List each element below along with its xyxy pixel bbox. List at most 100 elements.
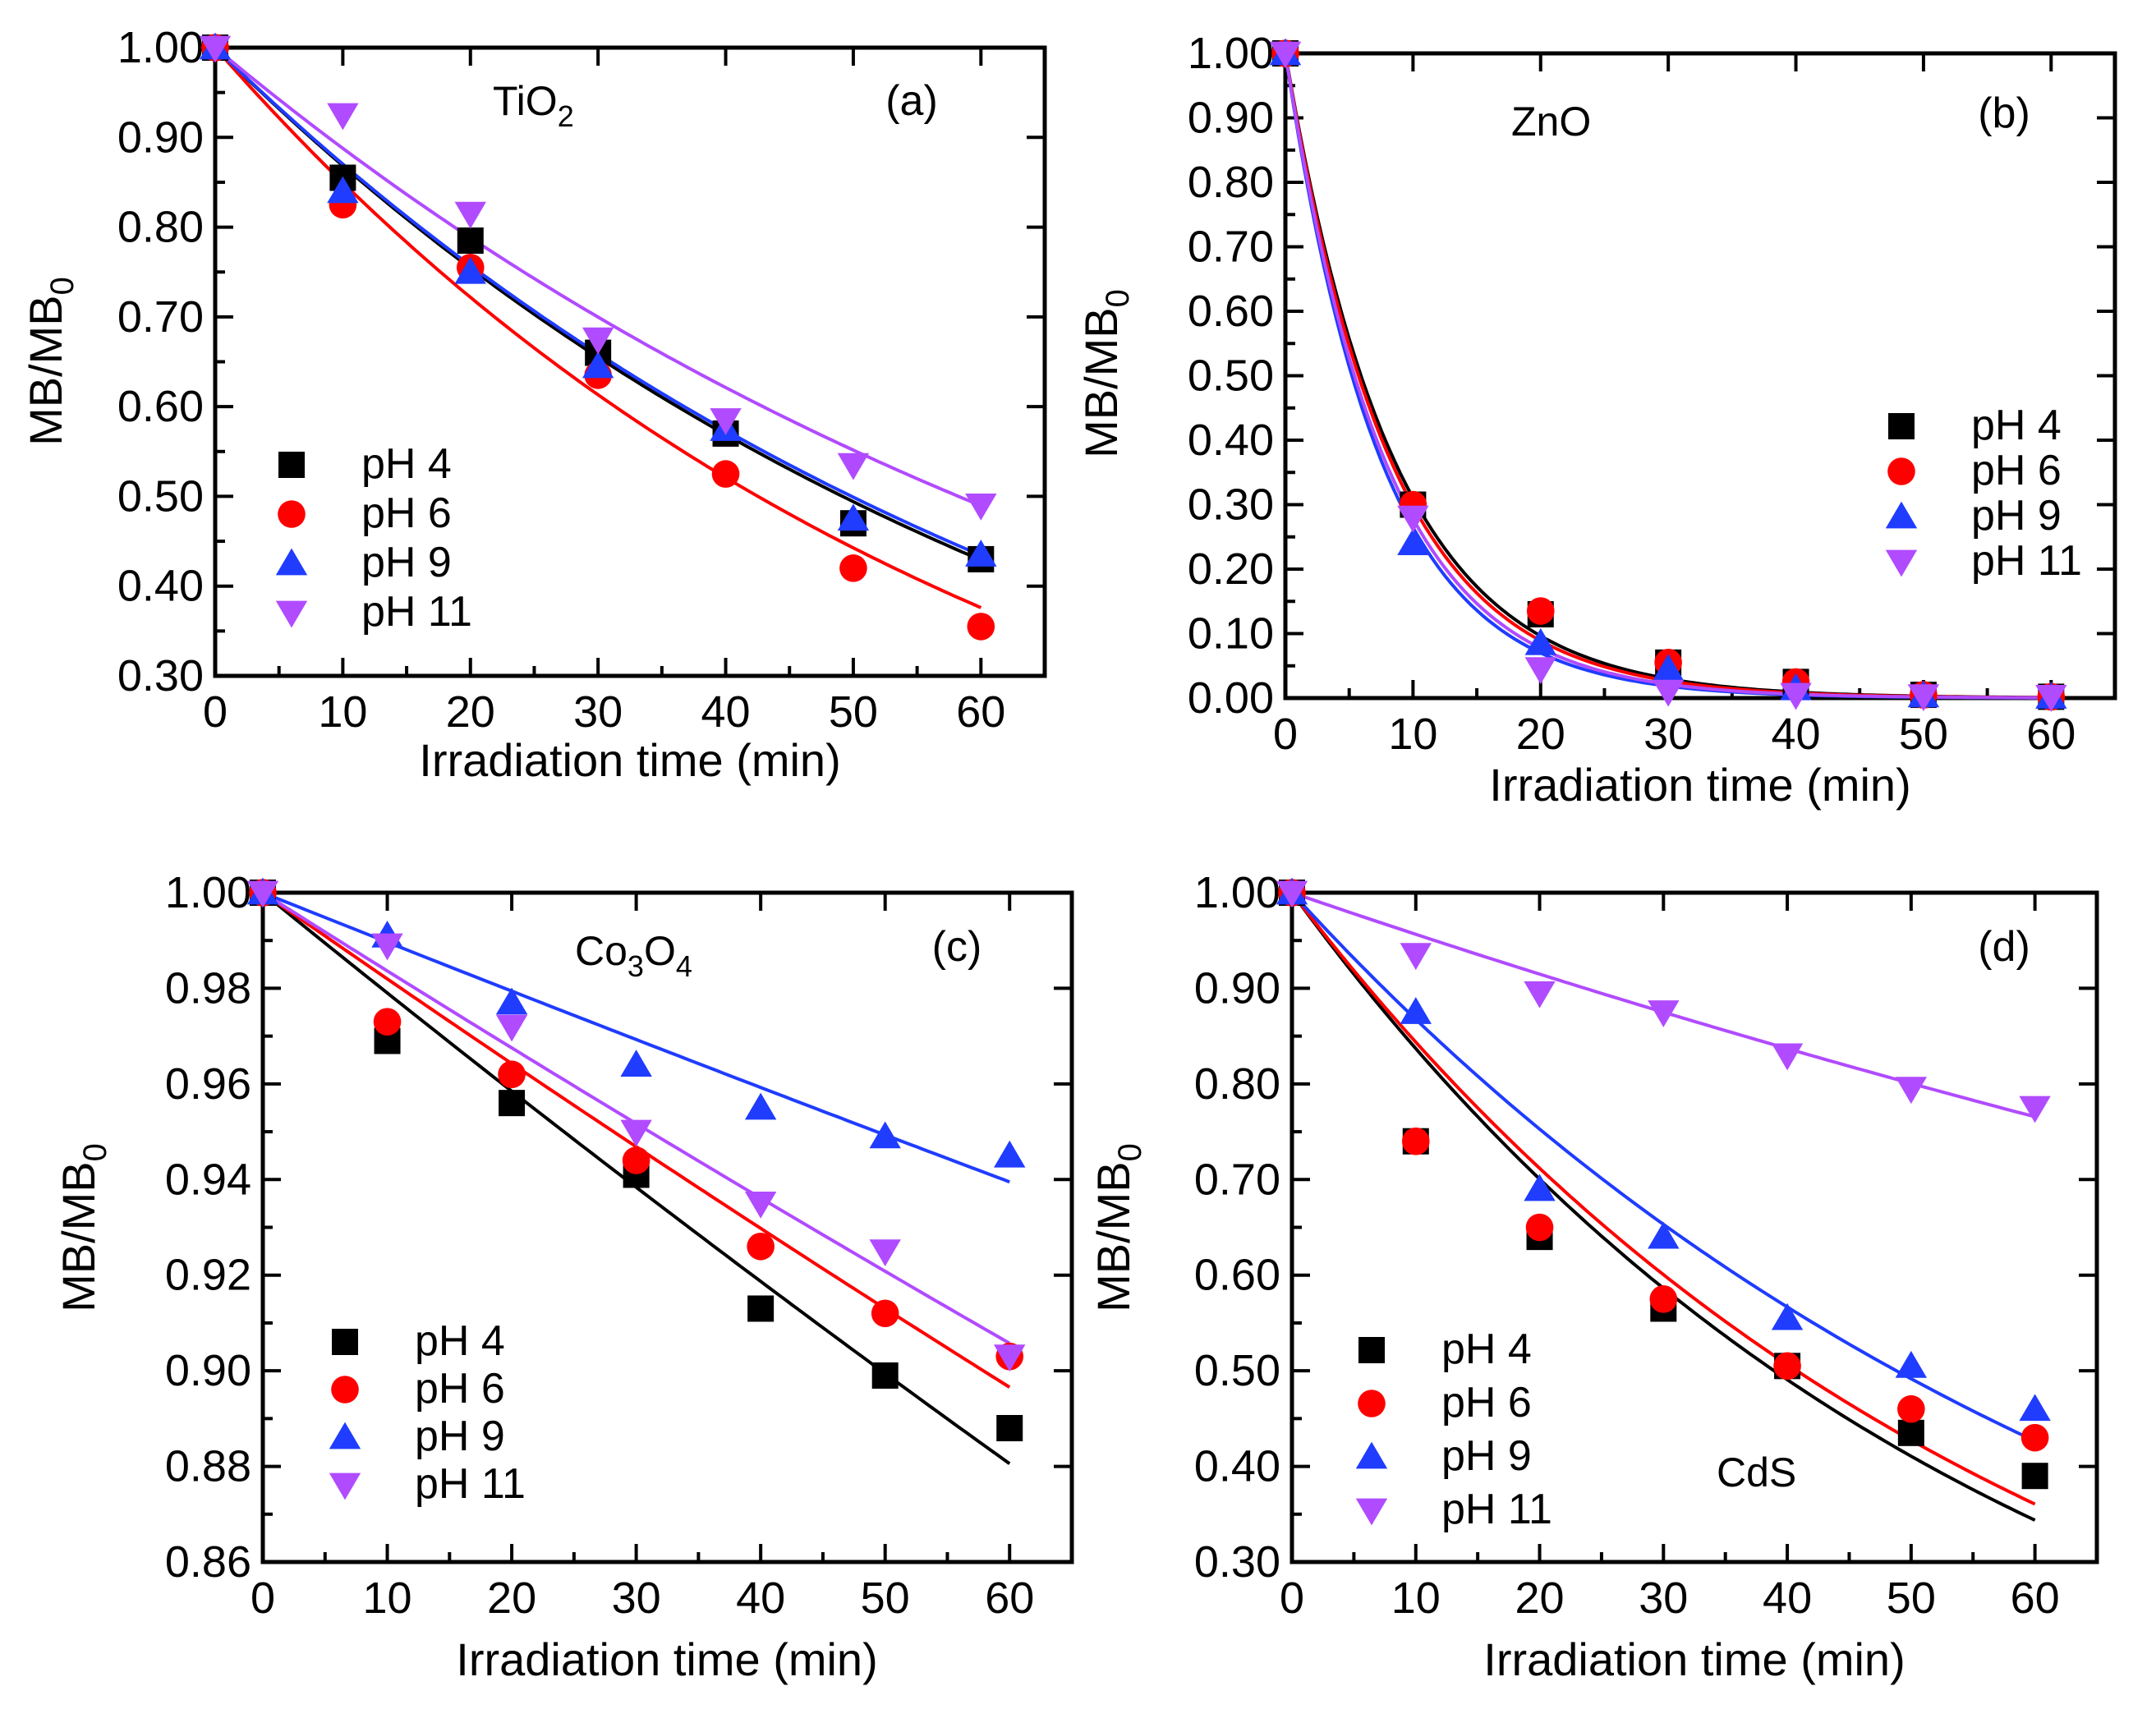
panel-label: (d)	[1978, 923, 2030, 971]
legend-marker	[278, 500, 306, 528]
y-tick-label: 0.50	[1188, 351, 1274, 401]
y-axis-label-sub: 0	[77, 1143, 113, 1161]
legend-marker	[275, 600, 308, 628]
y-tick-label: 0.40	[1188, 416, 1274, 465]
x-tick-label: 40	[701, 687, 750, 737]
title-subscript: 3	[627, 949, 644, 983]
legend-label: pH 4	[361, 440, 452, 488]
data-point-ph9	[1400, 997, 1432, 1024]
data-point-ph11	[1652, 679, 1685, 707]
x-tick-label: 30	[612, 1573, 661, 1623]
data-point-ph6	[1525, 1213, 1554, 1242]
x-tick-label: 10	[1388, 710, 1437, 759]
data-point-ph9	[1771, 1302, 1804, 1330]
data-point-ph11	[1400, 943, 1432, 971]
panel-material-title: CdS	[1717, 1449, 1796, 1495]
data-point-ph6	[1526, 597, 1555, 625]
data-point-ph11	[1269, 41, 1302, 69]
plot-frame	[1289, 890, 2099, 1564]
x-tick-label: 60	[985, 1573, 1034, 1623]
y-tick-label: 0.50	[117, 471, 204, 521]
data-point-ph11	[1524, 657, 1556, 685]
x-tick-label: 40	[1763, 1573, 1812, 1623]
x-tick-label: 20	[487, 1573, 536, 1623]
data-point-ph6	[622, 1146, 650, 1174]
x-tick-label: 50	[1899, 710, 1948, 759]
x-tick-label: 20	[1515, 1573, 1564, 1623]
panel-label: (c)	[932, 923, 982, 971]
y-axis-label: MB/MB0	[1087, 1143, 1148, 1312]
data-point-ph4	[499, 1090, 526, 1117]
data-point-ph9	[2019, 1394, 2051, 1422]
x-tick-label: 0	[203, 687, 228, 737]
chart-panel-3: 0 10 20 30 40 50 600.860.880.900.920.940.960.9…	[53, 868, 1074, 1685]
legend-marker	[1885, 501, 1918, 529]
y-axis-label: MB/MB0	[53, 1143, 113, 1312]
x-axis-label: Irradiation time (min)	[1483, 1633, 1905, 1685]
y-axis-label-main: MB/MB	[20, 295, 71, 446]
data-point-ph9	[837, 503, 870, 531]
y-tick-label: 0.40	[1194, 1442, 1280, 1491]
y-tick-label: 0.00	[1188, 673, 1274, 723]
x-tick-label: 0	[1280, 1573, 1304, 1623]
data-point-ph6	[871, 1299, 899, 1328]
data-point-ph11	[965, 493, 997, 521]
data-point-ph9	[1895, 1350, 1928, 1378]
data-point-ph6	[2020, 1423, 2049, 1452]
y-tick-label: 0.94	[165, 1155, 251, 1204]
legend-marker	[1885, 549, 1918, 577]
legend-label: pH 4	[1971, 402, 2062, 449]
fit-curve-ph11	[214, 46, 982, 508]
plot-frame	[1283, 51, 2117, 701]
data-point-ph4	[747, 1295, 775, 1322]
x-tick-label: 60	[2026, 710, 2076, 759]
y-axis-label-sub: 0	[1100, 289, 1136, 307]
legend-label: pH 9	[1971, 492, 2062, 540]
y-axis-label-main: MB/MB	[1087, 1161, 1139, 1312]
data-point-ph11	[620, 1119, 652, 1147]
data-point-ph4	[2021, 1463, 2048, 1490]
panel-material-title: ZnO	[1511, 99, 1591, 145]
x-axis-label: Irradiation time (min)	[456, 1633, 877, 1685]
y-tick-label: 0.30	[117, 651, 204, 701]
data-point-ph6	[1897, 1394, 1925, 1423]
fit-curve-ph9	[1290, 891, 2036, 1443]
data-point-ph11	[994, 1344, 1026, 1372]
y-tick-label: 0.98	[165, 963, 251, 1013]
legend-marker	[331, 1376, 359, 1403]
legend-marker	[329, 1472, 361, 1500]
y-tick-label: 0.50	[1194, 1346, 1280, 1395]
data-point-ph9	[327, 176, 359, 204]
legend-label: pH 6	[415, 1365, 505, 1413]
chart-panel-4: 0 10 20 30 40 50 60 0.30 0.40 0.50 0.60 0.70 0.80 0.9…	[1087, 868, 2099, 1685]
data-point-ph9	[1524, 627, 1556, 655]
data-point-ph4	[1897, 1419, 1924, 1446]
fit-curve-ph4	[1284, 53, 2052, 700]
data-point-ph11	[1771, 1043, 1804, 1071]
y-axis-label-main: MB/MB	[53, 1161, 104, 1312]
y-axis-label-sub: 0	[44, 277, 80, 295]
data-point-ph11	[2019, 1096, 2051, 1123]
x-tick-label: 20	[1516, 710, 1565, 759]
x-tick-label: 40	[736, 1573, 785, 1623]
data-point-ph9	[620, 1050, 652, 1077]
legend-marker	[1887, 457, 1915, 485]
data-point-ph9	[869, 1121, 901, 1149]
legend-marker	[1358, 1390, 1386, 1417]
x-axis-label: Irradiation time (min)	[419, 734, 840, 786]
fit-curve-ph11	[1284, 53, 2052, 700]
data-point-ph11	[1907, 684, 1940, 712]
data-point-ph9	[1524, 1174, 1556, 1201]
legend-label: pH 9	[1441, 1432, 1532, 1480]
fit-curve-ph4	[214, 46, 982, 562]
y-tick-label: 0.70	[117, 292, 204, 342]
x-tick-label: 10	[362, 1573, 411, 1623]
data-point-ph11	[1648, 1000, 1680, 1027]
data-point-ph11	[710, 408, 742, 435]
y-tick-label: 1.00	[117, 23, 204, 72]
y-tick-label: 0.30	[1188, 480, 1274, 530]
chart-panel-2: 0 10 20 30 40 50 60 0.00 0.10 0.20 0.30 0.40 0.50 0.6…	[1075, 29, 2117, 811]
x-tick-label: 40	[1771, 710, 1820, 759]
x-tick-label: 50	[861, 1573, 910, 1623]
data-point-ph9	[1652, 654, 1685, 682]
